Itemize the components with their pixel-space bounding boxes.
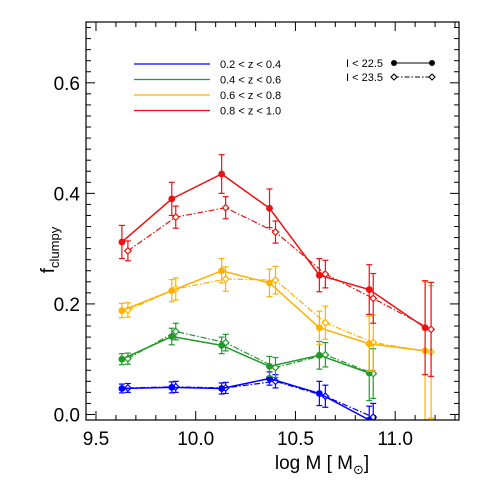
series-0-4-0-6-faint-line: [127, 330, 374, 375]
ticks-layer: 9.5 10.0 10.5 11.0 0.0 0.2 0.4 0.6: [54, 22, 459, 450]
legend-label-1: 0.4 < z < 0.6: [220, 75, 281, 87]
magnitude-legend-label-1: I < 23.5: [346, 72, 383, 84]
x-axis-title-main: log M [ M: [275, 453, 353, 474]
magnitude-legend-label-0: I < 22.5: [346, 58, 383, 70]
legend-label-0: 0.2 < z < 0.4: [220, 59, 281, 71]
y-axis-title-sub: clumpy: [47, 226, 62, 268]
x-axis-title: log M [ M⊙]: [275, 453, 369, 477]
point-0-6-0-8-bright: [266, 279, 273, 287]
x-tick-label: 10.5: [277, 429, 314, 450]
point-0-8-1-0-bright: [118, 238, 126, 246]
x-tick-label: 11.0: [377, 429, 413, 450]
point-0-4-0-6-bright: [168, 333, 176, 340]
magnitude-legend-marker-0: [429, 60, 435, 66]
series-0-8-1-0-faint-line: [127, 207, 432, 330]
point-0-6-0-8-bright: [168, 287, 176, 295]
point-0-6-0-8-bright: [315, 324, 323, 332]
magnitude-legend-marker-1: [390, 73, 398, 81]
point-0-8-1-0-bright: [266, 204, 273, 212]
series-0-8-1-0-bright-line: [121, 173, 426, 329]
series-0-2-0-4-bright-line: [121, 377, 370, 420]
series-layer: [118, 154, 436, 420]
point-0-8-1-0-faint: [221, 203, 230, 212]
series-0-2-0-4-faint-line: [127, 380, 374, 418]
point-0-8-1-0-bright: [365, 286, 373, 293]
point-0-6-0-8-faint: [271, 276, 280, 285]
legend-label-2: 0.6 < z < 0.8: [220, 90, 281, 102]
magnitude-legend-marker-1: [428, 73, 436, 81]
point-0-6-0-8-bright: [365, 340, 373, 348]
legend-label-3: 0.8 < z < 1.0: [220, 106, 281, 118]
x-tick-label: 9.5: [83, 429, 109, 450]
y-tick-label: 0.4: [54, 184, 81, 205]
point-0-4-0-6-faint: [171, 327, 180, 336]
point-0-8-1-0-faint: [427, 325, 436, 334]
x-axis-title-sub: ⊙: [353, 462, 364, 477]
magnitude-legend-marker-0: [391, 60, 397, 66]
plot-frame: [85, 21, 460, 421]
y-tick-label: 0.6: [54, 74, 80, 95]
point-0-8-1-0-faint: [271, 228, 280, 237]
point-0-4-0-6-bright: [118, 355, 126, 363]
point-0-6-0-8-faint: [221, 274, 230, 284]
point-0-4-0-6-bright: [266, 362, 273, 370]
point-0-2-0-4-bright: [118, 385, 126, 392]
point-0-6-0-8-bright: [218, 267, 226, 275]
series-clip-group: [118, 154, 436, 420]
legend-layer: 0.2 < z < 0.4 0.4 < z < 0.6 0.6 < z < 0.8 0…: [134, 58, 436, 118]
point-0-4-0-6-bright: [315, 351, 323, 359]
point-0-2-0-4-bright: [365, 416, 373, 420]
point-0-6-0-8-faint: [321, 318, 330, 327]
x-tick-label: 10.0: [177, 429, 214, 450]
point-0-8-1-0-bright: [315, 271, 323, 279]
point-0-2-0-4-bright: [315, 390, 323, 397]
point-0-8-1-0-faint: [123, 246, 132, 255]
point-0-2-0-4-bright: [218, 385, 226, 392]
point-0-8-1-0-faint: [369, 294, 378, 303]
point-0-8-1-0-bright: [421, 324, 429, 332]
x-axis-title-end: ]: [364, 453, 369, 474]
series-0-4-0-6-bright-line: [121, 335, 370, 374]
point-0-4-0-6-bright: [218, 341, 226, 349]
point-0-8-1-0-bright: [168, 195, 176, 203]
y-tick-label: 0.2: [54, 295, 80, 316]
point-0-8-1-0-bright: [218, 170, 226, 178]
y-axis-title: fclumpy: [38, 226, 62, 273]
point-0-6-0-8-bright: [118, 307, 126, 314]
y-tick-label: 0.0: [54, 405, 80, 426]
point-0-2-0-4-bright: [168, 383, 176, 391]
y-axis-title-main: f: [38, 267, 59, 273]
